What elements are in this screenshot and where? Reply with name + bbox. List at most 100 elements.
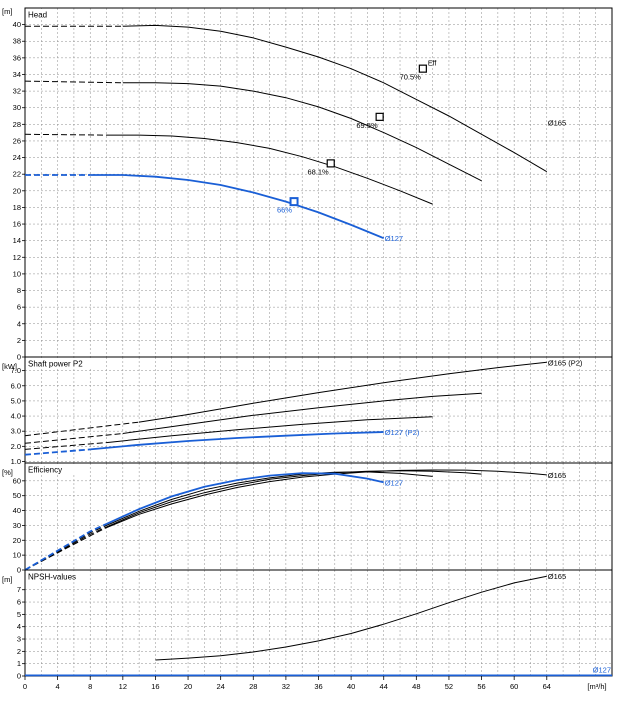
y-tick-label: 2 — [17, 336, 21, 345]
y-tick-label: 2 — [17, 647, 21, 656]
y-tick-label: 30 — [13, 103, 21, 112]
x-tick-label: 36 — [314, 682, 322, 691]
curve-end-label: Ø127 — [385, 234, 403, 243]
curve-end-label: Ø127 — [593, 665, 611, 674]
x-tick-label: 28 — [249, 682, 257, 691]
blue-curve-4 — [90, 174, 385, 240]
black-curve-2-dashed-segment — [24, 80, 123, 84]
power-panel-title: Shaft power P2 — [28, 360, 83, 369]
black-curve-2 — [106, 470, 482, 528]
blue-curve-4 — [106, 472, 384, 525]
black-curve-2 — [122, 82, 482, 182]
y-tick-label: 16 — [13, 220, 21, 229]
black-curve-3 — [106, 471, 433, 526]
y-tick-label: 60 — [13, 476, 21, 485]
blue-curve-4 — [90, 431, 384, 451]
y-axis-unit: [m] — [2, 7, 12, 16]
y-tick-label: 7.0 — [11, 366, 21, 375]
y-tick-label: 0 — [17, 353, 21, 362]
curve-end-label: Ø165 — [548, 572, 566, 581]
efficiency-value-label: 66% — [277, 206, 292, 215]
curve-end-label: Ø127 (P2) — [385, 428, 420, 437]
y-tick-label: 10 — [13, 551, 21, 560]
y-tick-label: 0 — [17, 566, 21, 575]
y-axis-unit: [%] — [2, 468, 13, 477]
x-tick-label: 44 — [380, 682, 388, 691]
x-tick-label: 56 — [477, 682, 485, 691]
y-tick-label: 26 — [13, 136, 21, 145]
efficiency-panel: 0 10 20 30 40 50 60[%] Efficiency Ø165 Ø127 — [2, 462, 613, 575]
y-axis-unit: [m] — [2, 575, 12, 584]
y-tick-label: 4.0 — [11, 412, 21, 421]
npsh-panel-title: NPSH-values — [28, 573, 76, 582]
y-tick-label: 24 — [13, 153, 21, 162]
efficiency-value-label: 69.5% — [356, 121, 378, 130]
black-curve-1-dashed-segment — [24, 421, 140, 437]
y-tick-label: 8 — [17, 286, 21, 295]
x-tick-label: 20 — [184, 682, 192, 691]
best-efficiency-point-marker — [375, 112, 384, 121]
black-curve-3 — [106, 134, 433, 205]
y-tick-label: 30 — [13, 521, 21, 530]
curve-end-label: Ø127 — [385, 478, 403, 487]
best-efficiency-point-marker — [326, 159, 335, 168]
y-tick-label: 2.0 — [11, 442, 21, 451]
eff-tag-label: Eff — [428, 61, 436, 68]
black-curve-1 — [139, 361, 547, 423]
x-tick-label: 48 — [412, 682, 420, 691]
y-tick-label: 40 — [13, 20, 21, 29]
y-tick-label: 4 — [17, 622, 21, 631]
y-tick-label: 50 — [13, 491, 21, 500]
x-tick-label: 12 — [119, 682, 127, 691]
blue-curve-4-dashed-segment — [24, 523, 107, 571]
panel-title-background — [26, 9, 51, 20]
y-tick-label: 6.0 — [11, 381, 21, 390]
y-tick-label: 5.0 — [11, 396, 21, 405]
y-tick-label: 7 — [17, 585, 21, 594]
efficiency-panel-title: Efficiency — [28, 466, 62, 475]
black-curve-2 — [122, 392, 482, 434]
y-tick-label: 6 — [17, 598, 21, 607]
black-curve-1 — [122, 24, 548, 173]
x-tick-label: 60 — [510, 682, 518, 691]
curve-end-label: Ø165 — [548, 471, 566, 480]
x-tick-label: 40 — [347, 682, 355, 691]
efficiency-value-label: 70.5% — [400, 73, 422, 82]
blue-curve-4-dashed-segment — [24, 448, 91, 456]
x-axis-unit: [m³/h] — [587, 682, 606, 691]
y-tick-label: 0 — [17, 672, 21, 681]
y-tick-label: 20 — [13, 186, 21, 195]
black-curve-3-dashed-segment — [24, 133, 107, 136]
npsh-panel: 0 1 2 3 4 5 6 7 [m] NPSH-values Ø165 Ø127 — [2, 569, 613, 681]
y-tick-label: 5 — [17, 610, 21, 619]
y-tick-label: 1 — [17, 659, 21, 668]
y-tick-label: 38 — [13, 37, 21, 46]
curve-end-label: Ø165 — [548, 119, 566, 128]
black-curve-3-dashed-segment — [24, 442, 107, 450]
y-tick-label: 18 — [13, 203, 21, 212]
y-tick-label: 36 — [13, 53, 21, 62]
x-tick-label: 16 — [151, 682, 159, 691]
x-tick-label: 64 — [543, 682, 551, 691]
y-tick-label: 3 — [17, 635, 21, 644]
y-tick-label: 28 — [13, 120, 21, 129]
x-tick-label: 4 — [56, 682, 60, 691]
y-tick-label: 22 — [13, 170, 21, 179]
head-panel: 0246810121416182022242628303234363840[m]… — [2, 7, 613, 362]
panel-title-background — [26, 358, 97, 369]
y-tick-label: 20 — [13, 536, 21, 545]
y-tick-label: 3.0 — [11, 427, 21, 436]
y-tick-label: 32 — [13, 87, 21, 96]
x-tick-label: 0 — [23, 682, 27, 691]
y-tick-label: 1.0 — [11, 457, 21, 466]
x-tick-label: 8 — [88, 682, 92, 691]
curve-end-label: Ø165 (P2) — [548, 358, 583, 367]
x-tick-label: 24 — [216, 682, 224, 691]
y-tick-label: 6 — [17, 303, 21, 312]
panel-title-background — [26, 464, 78, 475]
black-curve-3 — [106, 416, 433, 444]
y-axis-unit: [kW] — [2, 362, 17, 371]
